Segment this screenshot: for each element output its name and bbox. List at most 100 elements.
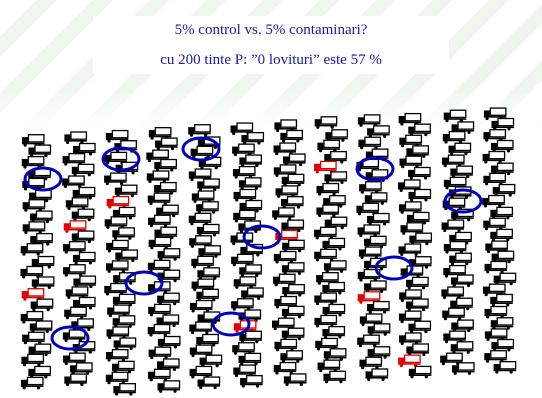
blue-circle-marker bbox=[374, 255, 414, 281]
truck-icon bbox=[241, 132, 265, 145]
red-truck-icon bbox=[398, 354, 421, 368]
truck-icon bbox=[358, 136, 382, 150]
truck-icon bbox=[64, 373, 87, 387]
truck-icon bbox=[113, 337, 137, 351]
truck-icon bbox=[280, 350, 304, 363]
truck-icon bbox=[493, 360, 517, 374]
title-box: 5% control vs. 5% contaminari? cu 200 ti… bbox=[93, 16, 449, 74]
truck-icon bbox=[281, 262, 305, 275]
truck-icon bbox=[406, 343, 430, 356]
truck-icon bbox=[239, 330, 262, 344]
blue-circle-marker bbox=[242, 224, 282, 250]
truck-icon bbox=[322, 281, 346, 295]
truck-icon bbox=[408, 123, 431, 137]
truck-icon bbox=[22, 199, 46, 212]
truck-icon bbox=[398, 179, 421, 192]
truck-icon bbox=[367, 212, 390, 226]
truck-icon bbox=[72, 251, 96, 265]
truck-icon bbox=[280, 196, 304, 209]
truck-icon bbox=[188, 124, 211, 137]
truck-icon bbox=[399, 155, 423, 169]
truck-icon bbox=[233, 276, 257, 289]
truck-icon bbox=[105, 260, 129, 273]
truck-icon bbox=[451, 362, 475, 375]
truck-icon bbox=[399, 134, 423, 148]
truck-icon bbox=[73, 275, 97, 289]
truck-icon bbox=[22, 331, 45, 345]
truck-icon bbox=[484, 328, 508, 341]
truck-icon bbox=[364, 280, 387, 293]
truck-icon bbox=[112, 315, 136, 328]
truck-icon bbox=[20, 376, 44, 390]
truck-icon bbox=[157, 248, 181, 261]
truck-icon bbox=[157, 292, 180, 306]
truck-icon bbox=[273, 142, 297, 156]
truck-icon bbox=[196, 201, 219, 214]
truck-icon bbox=[324, 171, 348, 184]
truck-icon bbox=[148, 236, 172, 250]
truck-icon bbox=[154, 181, 177, 195]
truck-icon bbox=[443, 176, 467, 190]
title-line-1: 5% control vs. 5% contaminari? bbox=[174, 22, 368, 38]
truck-icon bbox=[490, 139, 514, 153]
truck-icon bbox=[112, 293, 136, 307]
truck-icon bbox=[189, 235, 212, 248]
truck-icon bbox=[65, 197, 89, 210]
blue-circle-marker bbox=[355, 156, 395, 182]
truck-icon bbox=[114, 184, 138, 198]
truck-icon bbox=[322, 237, 346, 251]
truck-icon bbox=[490, 206, 514, 220]
truck-icon bbox=[482, 150, 506, 164]
truck-icon bbox=[484, 350, 507, 363]
truck-icon bbox=[113, 383, 137, 396]
truck-icon bbox=[314, 292, 337, 306]
blue-circle-marker bbox=[211, 311, 251, 337]
truck-icon bbox=[31, 276, 55, 289]
truck-icon bbox=[21, 134, 45, 147]
truck-icon bbox=[281, 327, 305, 341]
truck-icon bbox=[71, 208, 95, 222]
truck-icon bbox=[20, 243, 44, 256]
truck-icon bbox=[367, 300, 390, 314]
truck-icon bbox=[281, 219, 305, 233]
truck-icon bbox=[323, 348, 347, 361]
truck-icon bbox=[157, 380, 181, 393]
truck-icon bbox=[273, 250, 297, 264]
truck-icon bbox=[323, 370, 347, 384]
truck-icon bbox=[490, 317, 514, 330]
truck-icon bbox=[70, 362, 93, 375]
truck-icon bbox=[282, 239, 305, 253]
truck-icon bbox=[367, 346, 391, 359]
truck-icon bbox=[112, 227, 135, 240]
truck-icon bbox=[188, 212, 212, 226]
truck-icon bbox=[358, 246, 382, 260]
truck-icon bbox=[196, 223, 220, 237]
truck-icon bbox=[317, 139, 341, 153]
truck-icon bbox=[155, 137, 178, 151]
truck-icon bbox=[30, 298, 54, 312]
truck-icon bbox=[199, 354, 223, 368]
truck-icon bbox=[154, 158, 177, 172]
truck-icon bbox=[357, 224, 381, 237]
truck-icon bbox=[157, 358, 180, 371]
truck-icon bbox=[148, 346, 172, 360]
truck-icon bbox=[281, 173, 305, 187]
truck-icon bbox=[238, 352, 262, 366]
truck-icon bbox=[64, 306, 87, 320]
truck-icon bbox=[406, 298, 429, 312]
truck-icon bbox=[316, 204, 340, 218]
truck-icon bbox=[231, 298, 254, 311]
red-truck-icon bbox=[106, 195, 130, 209]
truck-icon bbox=[483, 172, 507, 186]
truck-icon bbox=[147, 192, 171, 206]
truck-icon bbox=[189, 321, 212, 335]
truck-icon bbox=[484, 260, 508, 274]
truck-icon bbox=[191, 255, 214, 269]
truck-icon bbox=[442, 307, 465, 321]
truck-icon bbox=[273, 361, 297, 375]
truck-icon bbox=[322, 303, 346, 317]
truck-icon bbox=[64, 131, 88, 145]
truck-icon bbox=[28, 365, 51, 379]
truck-icon bbox=[190, 145, 214, 159]
